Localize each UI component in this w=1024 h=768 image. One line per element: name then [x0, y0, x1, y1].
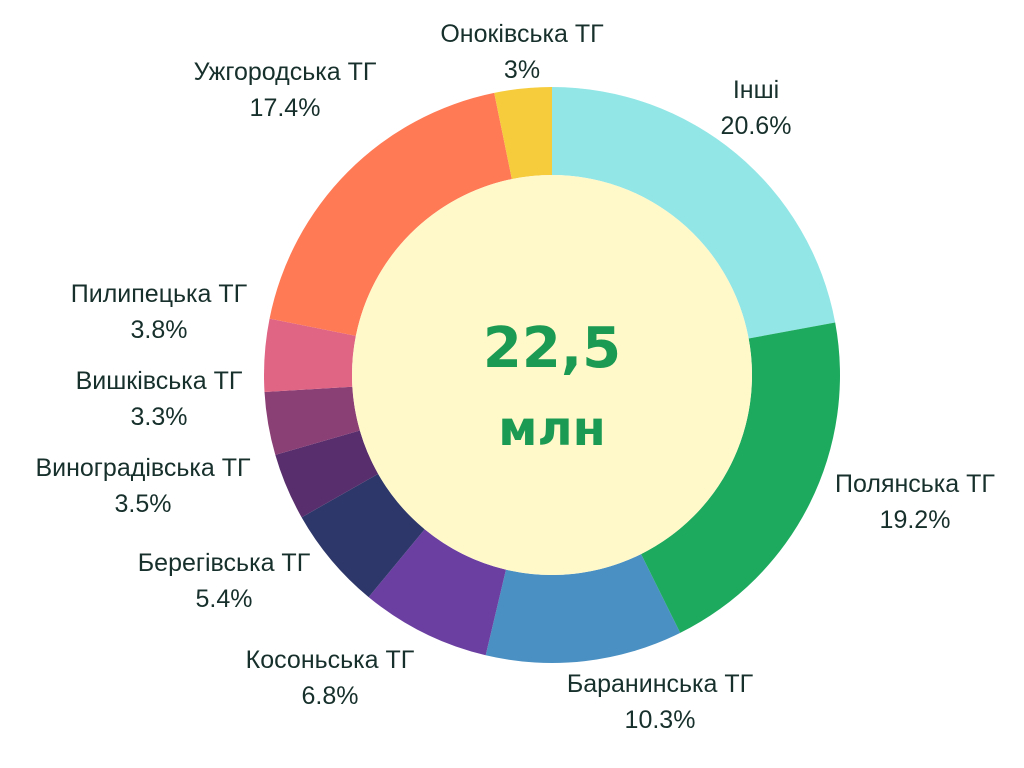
- donut-slice: [368, 529, 506, 656]
- donut-slice: [641, 322, 840, 633]
- donut-slice: [275, 430, 379, 518]
- donut-slice: [485, 554, 681, 663]
- slice-value: 19.2%: [880, 506, 951, 534]
- donut-center-disc: [352, 175, 752, 575]
- slice-value: 17.4%: [250, 94, 321, 122]
- slice-label: Виноградівська ТГ: [35, 454, 251, 482]
- slice-labels: Інші 20.6% Полянська ТГ 19.2% Баранинська ТГ…: [35, 20, 995, 734]
- slice-label: Баранинська ТГ: [567, 670, 754, 698]
- donut-slices: [264, 87, 840, 663]
- slice-value: 20.6%: [721, 112, 792, 140]
- slice-value: 10.3%: [625, 706, 696, 734]
- slice-value: 3.5%: [115, 490, 172, 518]
- slice-value: 3.8%: [131, 316, 188, 344]
- slice-label: Берегівська ТГ: [138, 549, 311, 577]
- donut-slice: [301, 473, 425, 598]
- slice-value: 5.4%: [196, 585, 253, 613]
- donut-slice: [552, 87, 836, 339]
- center-total-unit: млн: [498, 401, 606, 457]
- slice-label: Полянська ТГ: [835, 470, 995, 498]
- slice-label: Косоньська ТГ: [246, 646, 415, 674]
- slice-label: Інші: [733, 76, 779, 104]
- slice-label: Вишківська ТГ: [76, 367, 243, 395]
- donut-slice: [494, 87, 552, 180]
- donut-slice: [264, 318, 356, 392]
- slice-value: 6.8%: [302, 682, 359, 710]
- slice-label: Пилипецька ТГ: [71, 280, 248, 308]
- donut-slice: [269, 92, 512, 336]
- donut-slice: [264, 386, 360, 455]
- slice-label: Онoківська ТГ: [440, 20, 604, 48]
- slice-label: Ужгородська ТГ: [194, 58, 377, 86]
- center-total-value: 22,5: [483, 316, 621, 381]
- slice-value: 3.3%: [131, 403, 188, 431]
- slice-value: 3%: [504, 56, 540, 84]
